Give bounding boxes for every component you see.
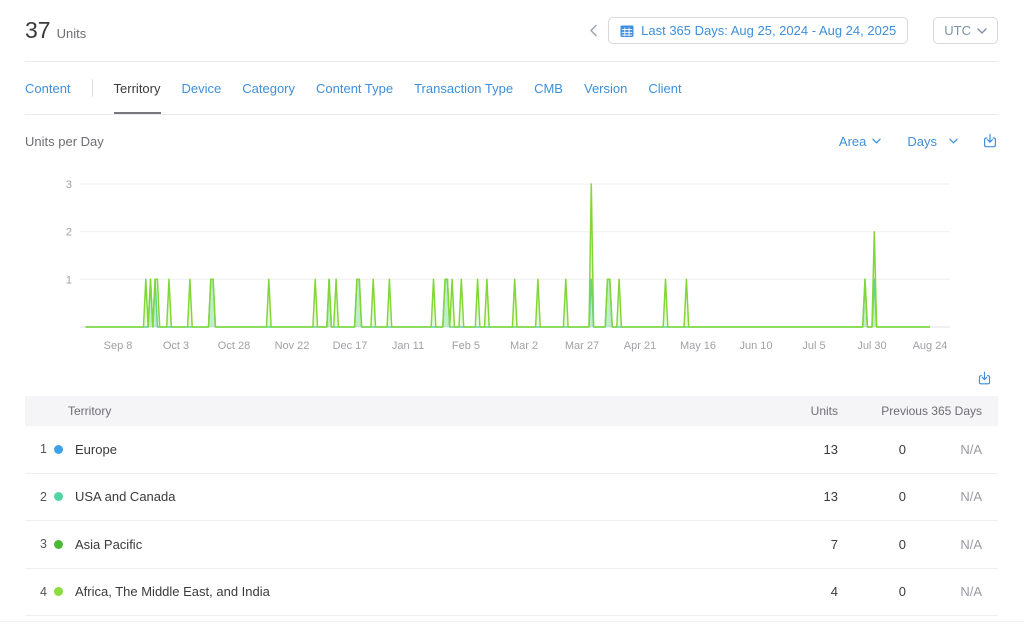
units-value: 4: [830, 584, 838, 600]
change-value: N/A: [960, 441, 982, 457]
svg-text:Mar 2: Mar 2: [510, 340, 538, 352]
territory-color-dot: [54, 444, 63, 454]
date-range-label: Last 365 Days: Aug 25, 2024 - Aug 24, 20…: [641, 23, 897, 38]
table-toolbar: [25, 360, 998, 396]
download-chart-button[interactable]: [982, 133, 998, 149]
row-rank: 4: [40, 584, 47, 599]
svg-text:Feb 5: Feb 5: [452, 340, 480, 352]
svg-text:Apr 21: Apr 21: [624, 340, 656, 352]
svg-text:Aug 24: Aug 24: [913, 340, 948, 352]
granularity-label: Days: [907, 133, 937, 149]
download-table-button[interactable]: [977, 371, 992, 386]
table-header-row: Territory Units Previous 365 Days: [25, 396, 998, 426]
tab-transaction-type[interactable]: Transaction Type: [414, 80, 514, 96]
tab-content[interactable]: Content: [25, 80, 71, 96]
previous-value: 0: [898, 536, 906, 552]
chevron-down-icon: [949, 138, 958, 144]
svg-text:Oct 28: Oct 28: [218, 340, 250, 352]
metric-value: 37: [25, 17, 51, 43]
svg-text:Mar 27: Mar 27: [565, 340, 599, 352]
dimension-tabs: Content Territory Device Category Conten…: [25, 62, 998, 115]
table-row-europe[interactable]: 1 Europe 13 0 N/A: [25, 426, 998, 474]
column-header-units[interactable]: Units: [810, 404, 838, 418]
table-row-asia-pacific[interactable]: 3 Asia Pacific 7 0 N/A: [25, 521, 998, 569]
units-chart-svg[interactable]: 1 2 3 Sep 8 Oct 3 Oct 28 Nov 22 Dec 17 Jan 11 Feb…: [0, 160, 1024, 360]
calendar-icon: [620, 25, 634, 37]
units-value: 7: [830, 536, 838, 552]
units-value: 13: [823, 441, 838, 457]
svg-text:May 16: May 16: [680, 340, 716, 352]
previous-period-button[interactable]: [585, 22, 602, 39]
table-row-africa-middle-east-india[interactable]: 4 Africa, The Middle East, and India 4 0…: [25, 569, 998, 616]
topbar: 37 Units Last 365 Days: Aug 25, 2024 - A…: [25, 0, 998, 62]
tab-content-type[interactable]: Content Type: [316, 80, 394, 96]
download-icon: [978, 371, 991, 384]
row-rank: 3: [40, 537, 47, 552]
table-row-usa-and-canada[interactable]: 2 USA and Canada 13 0 N/A: [25, 474, 998, 521]
change-value: N/A: [960, 536, 982, 552]
tab-cmb[interactable]: CMB: [534, 80, 563, 96]
previous-value: 0: [898, 441, 906, 457]
date-range-button[interactable]: Last 365 Days: Aug 25, 2024 - Aug 24, 20…: [608, 17, 909, 44]
row-rank: 1: [40, 442, 47, 457]
svg-text:Jan 11: Jan 11: [392, 340, 424, 352]
timezone-button[interactable]: UTC: [933, 17, 998, 44]
territory-color-dot: [54, 539, 63, 549]
metric-label: Units: [56, 26, 87, 41]
svg-text:2: 2: [66, 227, 72, 239]
granularity-dropdown[interactable]: Days: [907, 134, 958, 149]
download-icon: [984, 133, 996, 148]
chart-header: Units per Day Area Days: [25, 122, 998, 160]
column-header-territory[interactable]: Territory: [68, 404, 112, 418]
tab-client[interactable]: Client: [648, 80, 682, 96]
territory-name[interactable]: Africa, The Middle East, and India: [75, 584, 270, 600]
territory-color-dot: [54, 587, 63, 597]
chart-type-dropdown[interactable]: Area: [838, 133, 882, 149]
svg-text:Jul 30: Jul 30: [857, 340, 886, 352]
units-per-day-chart[interactable]: 1 2 3 Sep 8 Oct 3 Oct 28 Nov 22 Dec 17 Jan 11 Feb…: [0, 160, 1024, 360]
chart-title: Units per Day: [25, 133, 104, 149]
column-header-previous-365-days[interactable]: Previous 365 Days: [881, 404, 982, 418]
chevron-down-icon: [977, 27, 987, 34]
territory-name[interactable]: Asia Pacific: [75, 536, 143, 552]
tab-territory[interactable]: Territory: [113, 62, 161, 114]
change-value: N/A: [960, 584, 982, 600]
svg-text:Jun 10: Jun 10: [739, 340, 772, 352]
territory-name[interactable]: Europe: [75, 441, 117, 457]
chevron-left-icon: [590, 24, 597, 37]
units-value: 13: [823, 489, 838, 505]
tab-divider: [91, 79, 93, 97]
tab-device[interactable]: Device: [181, 80, 222, 96]
svg-text:3: 3: [66, 179, 72, 191]
bottom-divider: [0, 621, 1024, 622]
svg-text:Nov 22: Nov 22: [275, 340, 310, 352]
change-value: N/A: [960, 489, 982, 505]
previous-value: 0: [898, 489, 906, 505]
svg-text:Sep 8: Sep 8: [104, 340, 133, 352]
territory-color-dot: [54, 492, 63, 502]
row-rank: 2: [40, 489, 47, 504]
timezone-label: UTC: [944, 23, 971, 38]
tab-category[interactable]: Category: [242, 80, 295, 96]
previous-value: 0: [898, 584, 906, 600]
svg-text:Oct 3: Oct 3: [163, 340, 189, 352]
chart-type-label: Area: [838, 133, 867, 149]
svg-text:1: 1: [66, 274, 72, 286]
svg-text:Dec 17: Dec 17: [333, 340, 368, 352]
chevron-down-icon: [872, 138, 882, 144]
territory-name[interactable]: USA and Canada: [75, 489, 176, 505]
metric-summary: 37 Units: [25, 17, 86, 44]
tab-version[interactable]: Version: [583, 80, 628, 96]
svg-text:Jul 5: Jul 5: [802, 340, 825, 352]
